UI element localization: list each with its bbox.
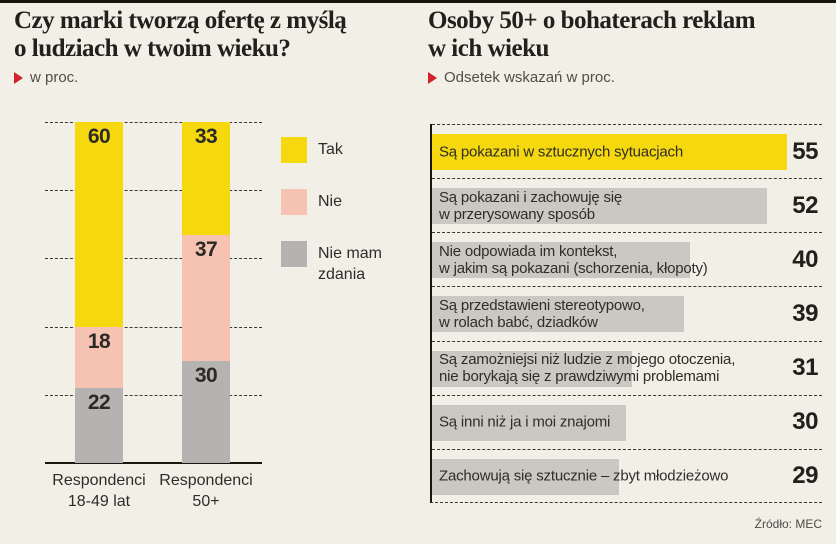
legend-label: Nie mam zdania bbox=[318, 245, 383, 283]
hbar-bar bbox=[432, 242, 690, 279]
hbar-value: 55 bbox=[792, 137, 818, 165]
legend-label: Tak bbox=[318, 141, 343, 158]
hbar-row: Są pokazani w sztucznych sytuacjach 55 bbox=[432, 124, 822, 178]
right-chart-title-line1: Osoby 50+ o bohaterach reklam bbox=[428, 7, 756, 34]
hbar-label: Zachowują się sztucznie – zbyt młodzieżo… bbox=[439, 468, 728, 485]
left-chart-subtitle: w proc. bbox=[14, 69, 78, 86]
hbar-label-line: w jakim są pokazani (schorzenia, kłopoty… bbox=[439, 259, 708, 277]
segment-value-label: 60 bbox=[87, 125, 111, 148]
hbar-label-line: Są pokazani w sztucznych sytuacjach bbox=[439, 143, 683, 161]
hbar-label: Są pokazani w sztucznych sytuacjach bbox=[439, 143, 683, 160]
gridline-80 bbox=[45, 190, 262, 192]
legend-label: Nie bbox=[318, 193, 343, 210]
hbar-bar bbox=[432, 296, 684, 333]
left-chart-title-line2: o ludziach w twoim wieku? bbox=[14, 35, 291, 62]
hbar-label: Są pokazani i zachowuję się w przerysowan… bbox=[439, 189, 622, 223]
left-chart-title: Czy marki tworzą ofertę z myślą o ludzia… bbox=[14, 7, 347, 63]
stacked-bar-chart: 60 18 22 Respondenci 18-49 lat 33 37 30 Responde… bbox=[45, 122, 262, 510]
category-label-line: 18-49 lat bbox=[67, 493, 131, 510]
hbar-row: Są zamożniejsi niż ludzie z mojego otocz… bbox=[432, 340, 822, 395]
hbar-label-line: Są zamożniejsi niż ludzie z mojego otocz… bbox=[439, 351, 736, 369]
hbar-value: 52 bbox=[792, 191, 818, 219]
hbar-bar bbox=[432, 134, 787, 170]
hbar-label: Są przedstawieni stereotypowo, w rolach b… bbox=[439, 297, 645, 331]
left-chart-subtitle-text: w proc. bbox=[30, 69, 79, 86]
right-chart-subtitle: Odsetek wskazań w proc. bbox=[428, 69, 615, 86]
x-axis-line bbox=[45, 462, 262, 464]
legend-swatch bbox=[281, 137, 307, 163]
hbar-label: Są inni niż ja i moi znajomi bbox=[439, 414, 610, 431]
right-chart-subtitle-text: Odsetek wskazań w proc. bbox=[444, 69, 615, 86]
legend-swatch bbox=[281, 189, 307, 215]
hbar-bar bbox=[432, 458, 620, 495]
chart-legend: Tak Nie Nie mam zdania bbox=[281, 137, 416, 302]
segment-value-label: 22 bbox=[87, 390, 111, 414]
hbar-label-line: Są inni niż ja i moi znajomi bbox=[439, 413, 611, 431]
hbar-value: 40 bbox=[792, 245, 818, 273]
bar-segment: 60 bbox=[75, 122, 123, 327]
hbar-bar bbox=[432, 404, 626, 441]
hbar-label: Nie odpowiada im kontekst, w jakim są pok… bbox=[439, 243, 708, 277]
segment-value-label: 33 bbox=[194, 125, 218, 148]
gridline-60 bbox=[45, 258, 262, 260]
segment-value-label: 30 bbox=[194, 363, 218, 387]
gridline-40 bbox=[45, 326, 262, 328]
hbar-label-line: w przerysowany sposób bbox=[439, 205, 595, 223]
legend-item: Tak bbox=[281, 137, 343, 163]
hbar-label-line: Są pokazani i zachowuję się bbox=[439, 188, 623, 206]
category-label-line: Respondenci bbox=[52, 472, 146, 489]
hbar-label-line: Zachowują się sztucznie – zbyt młodzieżo… bbox=[439, 467, 729, 485]
hbar-value: 31 bbox=[792, 354, 818, 382]
red-triangle-icon bbox=[428, 71, 437, 84]
hbar-row: Są przedstawieni stereotypowo, w rolach b… bbox=[432, 286, 822, 340]
hbar-row: Nie odpowiada im kontekst, w jakim są pok… bbox=[432, 232, 822, 286]
hbar-label-line: Nie odpowiada im kontekst, bbox=[439, 242, 618, 260]
bar-segment: 30 bbox=[182, 360, 230, 463]
right-chart-title: Osoby 50+ o bohaterach reklam w ich wiek… bbox=[428, 7, 756, 63]
gridline-20 bbox=[45, 394, 262, 396]
legend-item: Nie bbox=[281, 189, 342, 215]
hbar-bar bbox=[432, 188, 768, 225]
hbar-bar bbox=[432, 350, 632, 387]
bar-segment: 18 bbox=[75, 326, 123, 388]
category-label-line: 50+ bbox=[192, 493, 220, 510]
source-note: Źródło: MEC bbox=[754, 517, 822, 531]
category-label: Respondenci 50+ bbox=[141, 470, 271, 512]
horizontal-bar-chart: Są pokazani w sztucznych sytuacjach 55 Są … bbox=[430, 124, 822, 503]
hbar-label-line: nie borykają się z prawdziwymi problemam… bbox=[439, 368, 720, 386]
top-border-bar bbox=[0, 0, 836, 3]
left-chart-title-line1: Czy marki tworzą ofertę z myślą bbox=[14, 7, 347, 34]
right-chart-title-line2: w ich wieku bbox=[428, 35, 549, 62]
gridline-100 bbox=[45, 122, 262, 123]
hbar-label: Są zamożniejsi niż ludzie z mojego otocz… bbox=[439, 351, 735, 385]
legend-swatch bbox=[281, 241, 307, 267]
segment-value-label: 18 bbox=[87, 329, 111, 353]
red-triangle-icon bbox=[14, 71, 23, 84]
bar-segment: 33 bbox=[182, 122, 230, 235]
category-label: Respondenci 18-49 lat bbox=[34, 470, 164, 512]
bar-segment: 37 bbox=[182, 234, 230, 361]
hbar-row: Są pokazani i zachowuję się w przerysowan… bbox=[432, 178, 822, 232]
category-label-line: Respondenci bbox=[159, 472, 253, 489]
segment-value-label: 37 bbox=[194, 237, 218, 261]
hbar-label-line: Są przedstawieni stereotypowo, bbox=[439, 296, 645, 314]
hbar-value: 29 bbox=[792, 462, 818, 490]
hbar-row: Zachowują się sztucznie – zbyt młodzieżo… bbox=[432, 448, 822, 503]
hbar-label-line: w rolach babć, dziadków bbox=[439, 313, 598, 331]
hbar-value: 39 bbox=[792, 299, 818, 327]
legend-item: Nie mam zdania bbox=[281, 241, 406, 285]
hbar-value: 30 bbox=[792, 408, 818, 436]
bar-segment: 22 bbox=[75, 387, 123, 463]
hbar-row: Są inni niż ja i moi znajomi 30 bbox=[432, 394, 822, 449]
